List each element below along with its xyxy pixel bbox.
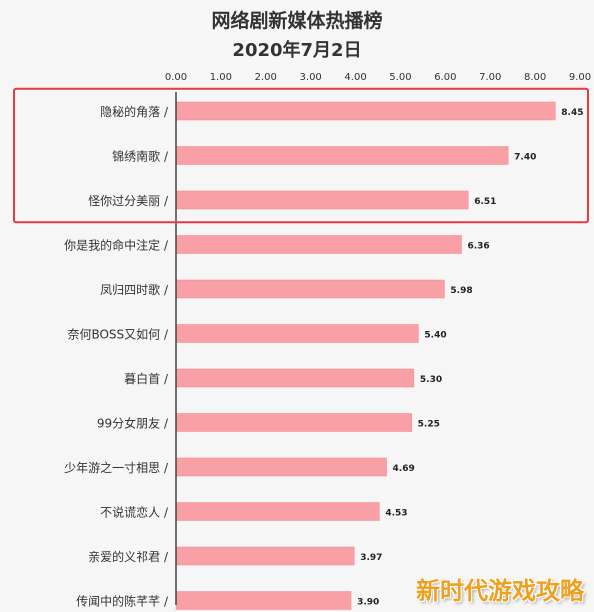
category-label: 少年游之一寸相思 / [64,461,169,475]
top-three-highlight-box [13,87,589,224]
value-label: 5.40 [424,331,446,341]
bar [175,413,412,432]
chart-subtitle: 2020年7月2日 [232,40,362,61]
category-label: 怪你过分美丽 / [88,194,169,208]
category-labels: 隐秘的角落 / 锦绣南歌 / 怪你过分美丽 / 你是我的命中注定 / 凤归四时歌 / 奈何… [64,104,169,609]
bar [175,591,352,610]
bar [175,190,469,210]
x-tick-label: 3.00 [300,72,322,83]
x-tick-label: 9.00 [569,72,591,83]
category-label: 凤归四时歌 / [100,282,169,297]
category-label: 暮白首 / [124,371,169,386]
bar [175,546,355,566]
value-label: 5.98 [450,286,472,296]
category-label: 奈何BOSS又如何 / [67,327,169,342]
value-label: 7.40 [514,153,536,163]
x-tick-label: 7.00 [479,72,501,83]
category-label: 你是我的命中注定 / [64,238,169,253]
category-label: 隐秘的角落 / [100,104,169,119]
value-label: 5.30 [420,375,442,385]
bars [175,101,556,610]
x-tick-label: 0.00 [165,72,187,83]
value-label: 3.90 [357,598,379,608]
x-axis-ticks: 0.00 1.00 2.00 3.00 4.00 5.00 6.00 7.00 8.00 9.00 [165,72,591,83]
value-labels: 8.45 7.40 6.51 6.36 5.98 5.40 5.30 5.25 4.69 4.53… [357,108,583,608]
bar [175,279,445,299]
chart-title: 网络剧新媒体热播榜 [211,10,383,32]
category-label: 不说谎恋人 / [100,505,169,520]
value-label: 4.53 [385,509,407,519]
watermark-text: 新时代游戏攻略 [416,577,584,605]
value-label: 4.69 [393,464,415,474]
bar [175,235,462,254]
x-tick-label: 1.00 [210,72,232,83]
x-tick-label: 6.00 [434,72,456,83]
category-label: 99分女朋友 / [97,416,169,431]
category-label: 锦绣南歌 / [112,149,169,164]
value-label: 6.51 [474,197,496,207]
x-tick-label: 8.00 [524,72,546,83]
category-label: 亲爱的义祁君 / [88,549,169,564]
value-label: 3.97 [360,553,382,563]
bar [175,502,380,521]
bar [175,146,509,165]
value-label: 6.36 [467,242,489,252]
bar [175,101,556,121]
x-tick-label: 4.00 [344,72,366,83]
value-label: 8.45 [561,108,583,118]
bar [175,324,419,343]
category-label: 传闻中的陈芊芊 / [76,594,169,609]
x-tick-label: 5.00 [389,72,411,83]
bar [175,457,387,477]
value-label: 5.25 [418,420,440,430]
bar [175,368,415,388]
x-tick-label: 2.00 [255,72,277,83]
